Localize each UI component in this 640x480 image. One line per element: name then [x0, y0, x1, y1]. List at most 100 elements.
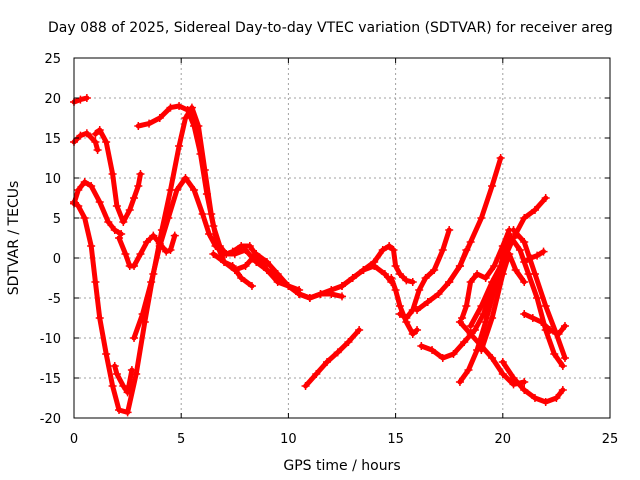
data-point-marker: [241, 262, 250, 270]
data-point-marker: [166, 103, 175, 112]
series-sat-q: [418, 287, 495, 361]
data-point-marker: [82, 129, 91, 138]
data-point-marker: [455, 378, 464, 386]
data-point-marker: [520, 386, 529, 394]
data-point-marker: [112, 202, 121, 210]
data-point-marker: [190, 186, 199, 194]
data-point-marker: [473, 270, 482, 278]
data-point-marker: [119, 218, 128, 226]
data-point-marker: [202, 190, 211, 198]
y-tick-label: -5: [48, 292, 61, 307]
data-point-marker: [175, 142, 184, 150]
data-point-marker: [560, 354, 569, 362]
data-point-marker: [170, 231, 179, 240]
data-point-marker: [164, 214, 173, 222]
data-point-marker: [530, 270, 539, 278]
data-point-marker: [76, 95, 85, 104]
data-point-marker: [539, 247, 548, 256]
data-point-marker: [378, 246, 387, 254]
data-point-marker: [415, 286, 424, 294]
series-sat-w: [478, 251, 527, 353]
y-tick-label: 15: [44, 132, 61, 147]
y-tick-label: -15: [40, 372, 61, 387]
data-point-marker: [438, 354, 447, 362]
data-point-marker: [380, 270, 389, 278]
data-point-marker: [211, 242, 220, 250]
y-axis-label: SDTVAR / TECUs: [6, 181, 22, 296]
chart-title: Day 088 of 2025, Sidereal Day-to-day VTE…: [48, 20, 613, 36]
data-point-marker: [395, 302, 404, 310]
data-point-marker: [520, 278, 529, 286]
data-point-marker: [91, 138, 100, 146]
data-point-marker: [187, 103, 196, 112]
axis-ticks: 0 5 10 15 20 25 25 20 15 10 5 0 -5 -10 -15 -20: [40, 52, 619, 447]
data-point-marker: [550, 350, 559, 358]
data-point-marker: [209, 250, 218, 258]
data-point-marker: [115, 406, 124, 414]
data-point-marker: [488, 182, 497, 190]
data-point-marker: [520, 310, 529, 318]
data-point-marker: [490, 262, 499, 270]
data-point-marker: [498, 270, 507, 278]
data-point-marker: [402, 276, 411, 285]
data-point-marker: [130, 262, 139, 270]
data-point-marker: [541, 194, 550, 202]
data-point-marker: [196, 150, 205, 158]
data-point-marker: [395, 270, 404, 278]
y-tick-label: 0: [53, 252, 61, 267]
data-point-marker: [560, 322, 569, 330]
data-point-marker: [155, 242, 164, 250]
data-point-marker: [134, 122, 143, 130]
data-point-marker: [175, 102, 184, 110]
data-point-marker: [262, 266, 271, 274]
data-point-marker: [498, 370, 507, 378]
series-sat-aa: [521, 249, 546, 265]
data-point-marker: [312, 370, 321, 378]
data-point-marker: [541, 302, 550, 310]
x-tick-label: 0: [70, 432, 78, 447]
data-point-marker: [391, 262, 400, 270]
y-tick-label: 20: [44, 92, 61, 107]
data-point-marker: [434, 290, 443, 298]
data-point-marker: [498, 254, 507, 262]
data-point-marker: [481, 274, 490, 282]
data-point-marker: [533, 294, 542, 302]
data-point-marker: [533, 251, 542, 260]
data-point-marker: [76, 131, 85, 140]
data-point-marker: [134, 182, 143, 190]
data-point-marker: [230, 250, 239, 258]
data-point-marker: [316, 290, 325, 298]
data-point-marker: [348, 274, 357, 282]
data-point-marker: [455, 262, 464, 270]
data-point-marker: [301, 382, 310, 390]
data-point-marker: [520, 378, 529, 386]
data-point-marker: [530, 394, 539, 402]
data-point-marker: [333, 348, 342, 357]
data-point-marker: [305, 294, 314, 302]
data-point-marker: [413, 306, 422, 314]
data-point-marker: [498, 358, 507, 366]
data-point-marker: [147, 278, 156, 286]
data-point-marker: [515, 246, 524, 254]
data-point-marker: [209, 222, 218, 230]
data-point-marker: [477, 346, 486, 354]
series-sat-d: [71, 179, 124, 237]
data-point-marker: [408, 330, 417, 338]
data-point-marker: [402, 314, 411, 322]
data-point-marker: [528, 314, 537, 322]
data-point-marker: [110, 362, 119, 370]
data-point-marker: [91, 278, 100, 286]
data-point-marker: [370, 258, 379, 266]
data-point-marker: [252, 250, 261, 258]
data-point-marker: [488, 314, 497, 322]
data-point-marker: [488, 354, 497, 362]
data-point-marker: [247, 282, 256, 290]
data-point-marker: [470, 326, 479, 334]
data-point-marker: [423, 298, 432, 306]
data-point-marker: [230, 266, 239, 274]
data-point-marker: [273, 270, 282, 278]
data-point-marker: [108, 170, 117, 178]
data-point-marker: [430, 266, 439, 274]
series-sat-h: [135, 103, 302, 293]
